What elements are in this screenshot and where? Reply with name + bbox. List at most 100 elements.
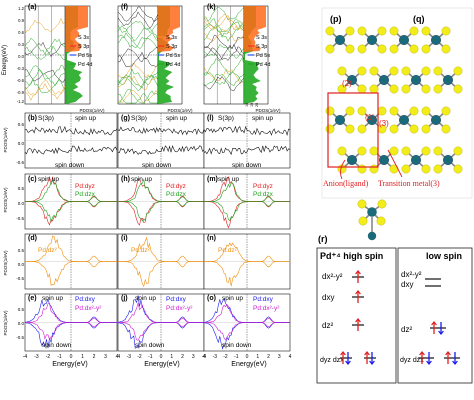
row-y-label-c: PDOS(1/eV)	[3, 187, 8, 213]
panel-letter-q: (q)	[413, 14, 425, 24]
band-legend-f: S 3s S 3p Pd 5s Pd 4d	[158, 35, 180, 68]
sulfur-atom	[345, 26, 355, 36]
spin-down-label: spin down	[142, 162, 172, 169]
band-line	[203, 28, 245, 42]
band-line	[203, 43, 245, 59]
arrow-head	[364, 351, 370, 356]
energy-tick: 0	[246, 354, 249, 360]
row-y-label-e: PDOS(1/eV)	[3, 310, 8, 336]
row-y-tick: 0.5	[18, 186, 25, 191]
row-y-tick: -0.5	[16, 216, 24, 221]
panel-letter-l: (l)	[207, 115, 214, 122]
sulfur-atom	[409, 106, 419, 116]
spin-down-label: spin down	[232, 162, 262, 169]
panel-letter-i: (i)	[121, 235, 128, 242]
sulfur-atom	[421, 124, 431, 134]
pdos-curve	[117, 145, 205, 155]
label-2: (2)	[342, 79, 352, 88]
sulfur-atom	[453, 146, 463, 156]
panel-letter-r: (r)	[318, 234, 328, 244]
pdos-x-label-f: PDOS(1/eV)	[167, 108, 193, 113]
sulfur-atom	[337, 66, 347, 76]
band-line	[24, 64, 66, 80]
row-y-ticks: 0.6 0.0 -0.6 0.5 0.0 -0.5 0.5 0.0 -0.5 0…	[16, 122, 24, 340]
sulfur-atom	[357, 146, 367, 156]
sulfur-atom	[401, 66, 411, 76]
arrow-head	[419, 351, 425, 356]
band-line	[203, 73, 245, 87]
band-line	[203, 57, 245, 76]
orbital-dz2: dz²	[401, 325, 412, 334]
legend-pd4d: Pd 4d	[166, 62, 180, 68]
sulfur-atom	[345, 106, 355, 116]
band-line	[117, 51, 159, 68]
arrow-head	[355, 318, 361, 323]
sulfur-atom	[357, 124, 367, 134]
pdos-curve	[204, 322, 290, 341]
pd-dx2y2-label: Pd:dx²-y²	[253, 305, 280, 312]
orbital-dyz-dzx: dyz dzx	[320, 357, 344, 364]
sulfur-atom	[433, 146, 443, 156]
s3p-label: S(3p)	[218, 115, 234, 122]
sulfur-atom	[441, 106, 451, 116]
pdos-curve	[118, 261, 204, 287]
sulfur-atom	[433, 84, 443, 94]
band-line	[203, 17, 245, 33]
high-spin-frame	[316, 247, 397, 384]
sulfur-atom	[401, 164, 411, 174]
band-line	[117, 75, 159, 92]
band-legend-a: S 3s S 3p Pd 5s Pd 4d	[70, 35, 92, 68]
pdos-curve	[118, 201, 204, 222]
dos-orange	[244, 6, 266, 52]
energy-tick: 0	[160, 354, 163, 360]
legend-s3s: S 3s	[166, 35, 177, 41]
pd-dz2-label: Pd:dz²	[218, 247, 238, 254]
s3p-label: S(3p)	[38, 115, 54, 122]
sulfur-atom	[389, 106, 399, 116]
arrow-head	[355, 270, 361, 275]
panel-letter-d: (d)	[28, 235, 37, 242]
sulfur-atom	[357, 106, 367, 116]
arrow-head	[426, 360, 432, 365]
anion-arrow	[340, 159, 346, 180]
palladium-atom	[411, 154, 422, 165]
legend-s3p: S 3p	[256, 44, 267, 50]
sulfur-atom	[369, 84, 379, 94]
pdos-curve	[24, 125, 118, 136]
pdos-curve	[25, 322, 117, 341]
row-y-tick: 0.0	[18, 321, 25, 326]
band-line	[203, 76, 245, 91]
sulfur-atom	[325, 124, 335, 134]
low-spin-title: low spin	[426, 251, 462, 261]
sulfur-atom	[325, 106, 335, 116]
pdos-curve	[25, 201, 117, 223]
row-y-tick: 0.5	[18, 248, 25, 253]
pdos-curve	[204, 261, 290, 287]
palladium-atom	[379, 74, 390, 85]
panel-letter-c: (c)	[28, 176, 37, 183]
row-y-tick: 0.0	[18, 141, 25, 146]
band-line	[203, 66, 245, 84]
sulfur-atom	[357, 164, 367, 174]
sulfur-atom	[325, 26, 335, 36]
pdos-curve	[24, 145, 118, 155]
panel-letter-h: (h)	[121, 176, 130, 183]
spin-up-label: spin up	[131, 176, 152, 183]
orbital-dx2y2: dx²-y²	[401, 270, 422, 279]
palladium-atom	[443, 74, 454, 85]
row-c-labels: (c) (h) (m) spin up spin up spin up Pd:d…	[28, 176, 274, 198]
energy-tick: 3	[278, 354, 281, 360]
band-panels	[24, 5, 269, 105]
sulfur-atom	[337, 146, 347, 156]
energy-tick: 1	[170, 354, 173, 360]
row-y-tick: 0.0	[18, 262, 25, 267]
panel-letter-a: (a)	[28, 4, 37, 11]
sulfur-atom	[433, 164, 443, 174]
panel-letter-j: (j)	[121, 295, 128, 302]
palladium-atom	[347, 154, 358, 165]
energy-tick: -4	[202, 354, 207, 360]
sulfur-atom	[377, 44, 387, 54]
legend-pd5s: Pd 5s	[78, 53, 92, 59]
pdos-curve	[25, 261, 117, 286]
row-y-label-d: PDOS(1/eV)	[3, 250, 8, 276]
